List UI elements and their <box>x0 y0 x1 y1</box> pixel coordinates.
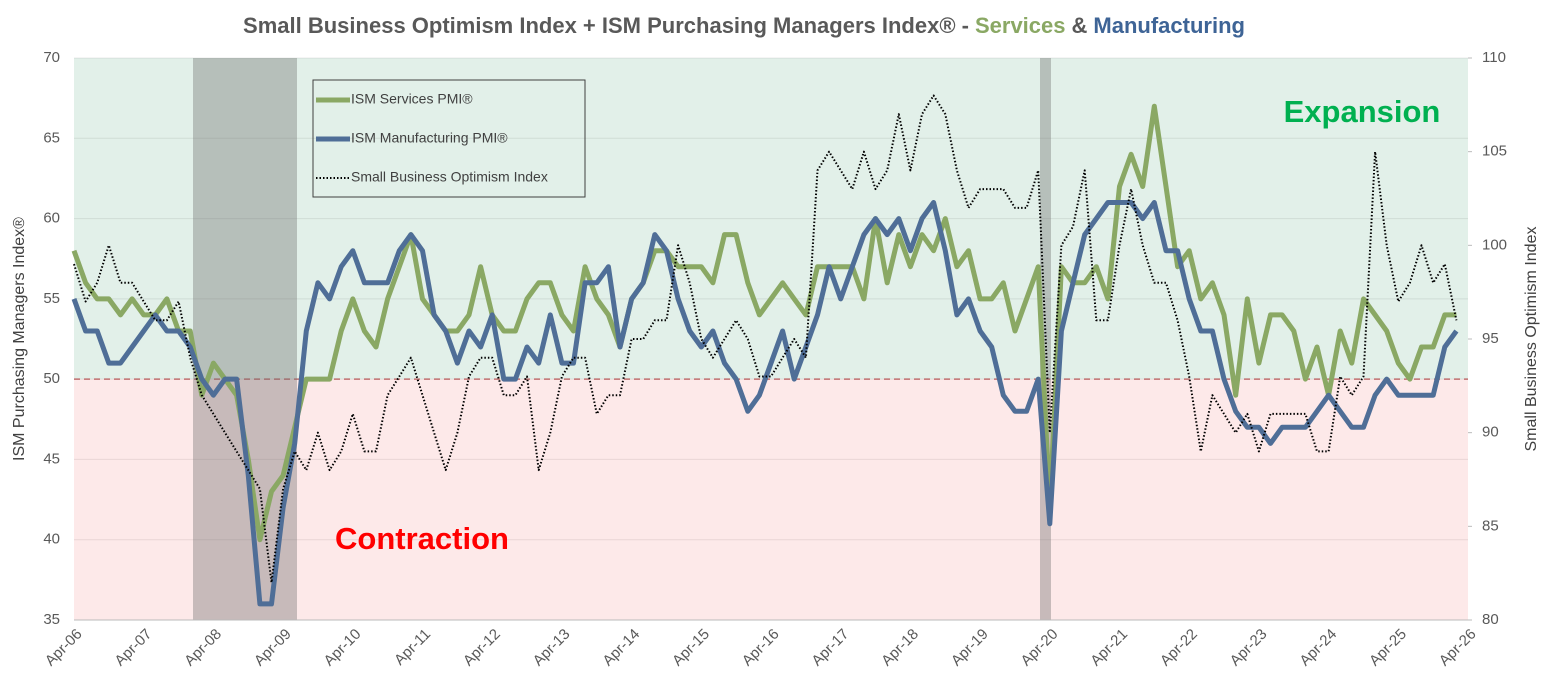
y-tick-label: 45 <box>43 450 60 467</box>
x-tick-label: Apr-07 <box>111 626 155 670</box>
series-line <box>71 200 1459 607</box>
y-tick-label: 40 <box>43 531 60 548</box>
x-tick-label: Apr-23 <box>1227 626 1271 670</box>
y-tick-label: 60 <box>43 210 60 227</box>
title-joiner: & <box>1072 13 1088 38</box>
y2-tick-label: 85 <box>1482 517 1499 534</box>
x-tick-label: Apr-15 <box>669 626 713 670</box>
legend-box <box>312 79 586 198</box>
y2-tick-label: 100 <box>1482 236 1507 253</box>
y-tick-label: 65 <box>43 129 60 146</box>
series-line <box>71 103 1457 543</box>
y2-tick-label: 80 <box>1482 611 1499 628</box>
title-prefix: Small Business Optimism Index + ISM Purc… <box>243 13 969 38</box>
y2-axis-label: Small Business Optimism Index <box>1523 227 1540 452</box>
x-tick-label: Apr-06 <box>42 626 86 670</box>
x-tick-label: Apr-24 <box>1296 626 1340 670</box>
y2-tick-label: 90 <box>1482 424 1499 441</box>
y2-tick-label: 95 <box>1482 330 1499 347</box>
contraction-label: Contraction <box>335 521 509 556</box>
x-tick-label: Apr-14 <box>599 626 643 670</box>
x-tick-label: Apr-11 <box>391 626 434 669</box>
x-tick-label: Apr-08 <box>181 626 225 670</box>
x-tick-label: Apr-18 <box>878 626 922 670</box>
x-tick-label: Apr-10 <box>321 626 365 670</box>
x-tick-label: Apr-21 <box>1087 626 1131 670</box>
expansion-label: Expansion <box>1284 94 1441 129</box>
y-axis-label: ISM Purchasing Managers Index® <box>11 217 28 461</box>
x-tick-label: Apr-16 <box>739 626 783 670</box>
y-tick-label: 55 <box>43 290 60 307</box>
chart-title: Small Business Optimism Index + ISM Purc… <box>243 13 1245 38</box>
y-tick-label: 70 <box>43 49 60 66</box>
x-tick-label: Apr-25 <box>1366 626 1410 670</box>
legend-label: ISM Manufacturing PMI® <box>351 130 508 146</box>
x-tick-label: Apr-17 <box>808 626 852 670</box>
legend-label: ISM Services PMI® <box>351 91 473 107</box>
y2-tick-label: 105 <box>1482 143 1507 160</box>
x-tick-label: Apr-26 <box>1436 626 1480 670</box>
title-manufacturing: Manufacturing <box>1093 13 1245 38</box>
x-tick-label: Apr-20 <box>1018 626 1062 670</box>
y2-tick-label: 110 <box>1482 49 1506 66</box>
x-tick-label: Apr-19 <box>948 626 992 670</box>
x-tick-label: Apr-22 <box>1157 626 1201 670</box>
y-tick-label: 50 <box>43 370 60 387</box>
y-tick-label: 35 <box>43 611 60 628</box>
plot <box>71 94 1459 607</box>
x-tick-label: Apr-13 <box>530 626 574 670</box>
x-tick-label: Apr-12 <box>460 626 504 670</box>
legend-label: Small Business Optimism Index <box>351 169 548 185</box>
contraction-zone <box>74 379 1468 620</box>
x-tick-label: Apr-09 <box>251 626 295 670</box>
title-services: Services <box>975 13 1066 38</box>
